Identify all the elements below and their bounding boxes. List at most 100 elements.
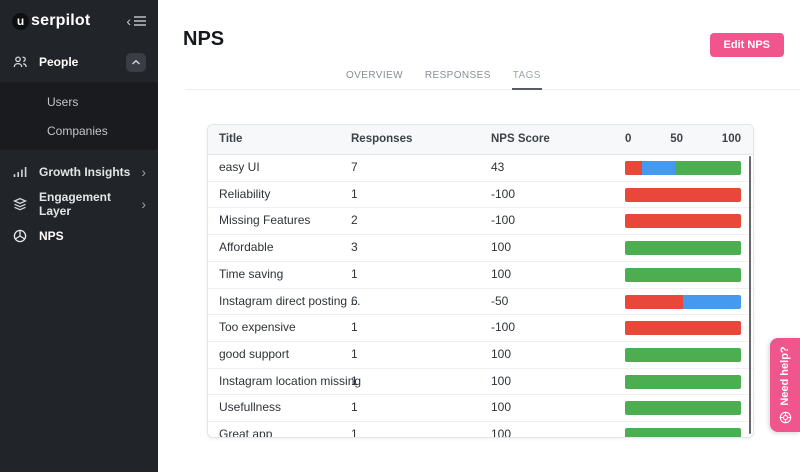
row-bar [625, 294, 741, 309]
row-score: 100 [491, 427, 512, 438]
row-title: easy UI [219, 160, 260, 174]
tab-tags[interactable]: TAGS [511, 70, 542, 90]
lifebuoy-icon [779, 411, 791, 423]
table-row[interactable]: Reliability 1 -100 [208, 182, 753, 209]
row-responses: 2 [351, 213, 358, 228]
bar-chart-icon [12, 164, 28, 180]
row-bar [625, 161, 741, 175]
row-bar [625, 348, 741, 363]
scale-label-0: 0 [625, 133, 632, 145]
hamburger-icon [134, 16, 146, 26]
sidebar-item-engagement-layer[interactable]: Engagement Layer › [0, 188, 158, 220]
table-row[interactable]: Affordable 3 100 [208, 235, 753, 262]
tab-responses[interactable]: RESPONSES [424, 70, 491, 81]
column-header-responses: Responses [351, 133, 413, 145]
row-bar [625, 428, 741, 437]
row-score: 43 [491, 160, 505, 174]
row-bar [625, 241, 741, 256]
row-score: -50 [491, 293, 509, 308]
people-collapse-toggle[interactable] [126, 52, 146, 72]
people-submenu: Users Companies [0, 82, 158, 150]
need-help-tab[interactable]: Need help? [770, 338, 800, 432]
column-header-title: Title [219, 133, 243, 145]
row-title: Instagram location missing [219, 373, 362, 388]
people-icon [12, 54, 28, 70]
table-row[interactable]: Great app 1 100 [208, 422, 753, 438]
row-responses: 7 [351, 160, 358, 174]
sidebar-item-label: NPS [39, 229, 64, 243]
row-bar [625, 187, 741, 202]
sidebar-item-label: Engagement Layer [39, 190, 112, 218]
bar-segment-promoter [625, 428, 741, 437]
bar-segment-detractor [625, 321, 741, 336]
logo: u serpilot ‹ [0, 0, 158, 38]
bar-segment-detractor [625, 187, 741, 202]
row-bar [625, 374, 741, 389]
row-title: Reliability [219, 186, 271, 201]
row-score: -100 [491, 213, 516, 228]
need-help-content: Need help? [770, 338, 800, 432]
row-bar [625, 214, 741, 229]
need-help-label: Need help? [779, 346, 791, 406]
row-score: -100 [491, 320, 516, 335]
sidebar-item-growth-insights[interactable]: Growth Insights › [0, 156, 158, 188]
table-row[interactable]: Too expensive 1 -100 [208, 315, 753, 343]
sidebar-item-companies[interactable]: Companies [47, 123, 108, 138]
row-title: good support [219, 347, 290, 362]
sidebar-collapse-button[interactable]: ‹ [126, 14, 146, 28]
sidebar-item-users[interactable]: Users [47, 94, 79, 109]
row-score: 100 [491, 400, 512, 415]
row-responses: 1 [351, 320, 358, 335]
table-header: Title Responses NPS Score 0 50 100 [208, 125, 753, 155]
chevron-right-icon: › [141, 196, 146, 212]
bar-segment-promoter [625, 267, 741, 282]
tags-table-card: Title Responses NPS Score 0 50 100 easy … [207, 124, 754, 438]
row-responses: 1 [351, 427, 358, 438]
scale-label-100: 100 [721, 133, 741, 145]
bar-segment-promoter [625, 401, 741, 416]
bar-segment-passive [641, 161, 675, 175]
gauge-icon [12, 228, 28, 244]
bar-segment-promoter [625, 241, 741, 256]
sidebar-item-label: People [39, 55, 79, 69]
scale-label-50: 50 [670, 133, 683, 145]
row-responses: 3 [351, 240, 358, 255]
row-responses: 1 [351, 186, 358, 201]
table-row[interactable]: Time saving 1 100 [208, 262, 753, 289]
chevron-left-icon: ‹ [126, 13, 131, 29]
bar-segment-promoter [625, 374, 741, 389]
edit-nps-button[interactable]: Edit NPS [709, 33, 784, 57]
table-row[interactable]: easy UI 7 43 [208, 155, 753, 182]
row-bar [625, 401, 741, 416]
sidebar: u serpilot ‹ People [0, 0, 158, 472]
tab-overview[interactable]: OVERVIEW [346, 70, 403, 81]
row-responses: 1 [351, 400, 358, 415]
table-row[interactable]: Instagram location missing 1 100 [208, 369, 753, 396]
row-title: Too expensive [219, 320, 296, 335]
table-row[interactable]: Instagram direct posting ... 6 -50 [208, 289, 753, 316]
table-scrollbar[interactable] [749, 156, 751, 434]
row-score: 100 [491, 266, 512, 281]
row-title: Affordable [219, 240, 274, 255]
page-title: NPS [183, 28, 225, 50]
chevron-up-icon [131, 59, 141, 65]
tabs: OVERVIEW RESPONSES TAGS [345, 70, 542, 90]
sidebar-menu: People Users Companies Grow [0, 46, 158, 252]
bar-segment-detractor [625, 161, 642, 175]
table-row[interactable]: Usefullness 1 100 [208, 395, 753, 423]
logo-wordmark: serpilot [31, 12, 91, 29]
table-body: easy UI 7 43 Reliability 1 -100 Missing … [208, 155, 753, 438]
sidebar-item-label: Growth Insights [39, 165, 131, 179]
table-row[interactable]: good support 1 100 [208, 342, 753, 369]
bar-scale: 0 50 100 [625, 125, 741, 154]
row-bar [625, 321, 741, 336]
sidebar-item-people[interactable]: People [0, 46, 158, 78]
table-row[interactable]: Missing Features 2 -100 [208, 208, 753, 236]
row-responses: 1 [351, 373, 358, 388]
bar-segment-promoter [674, 161, 741, 175]
sidebar-item-nps[interactable]: NPS [0, 220, 158, 252]
bar-segment-detractor [625, 214, 741, 229]
layers-icon [12, 196, 28, 212]
tabs-bar: OVERVIEW RESPONSES TAGS [185, 0, 800, 90]
